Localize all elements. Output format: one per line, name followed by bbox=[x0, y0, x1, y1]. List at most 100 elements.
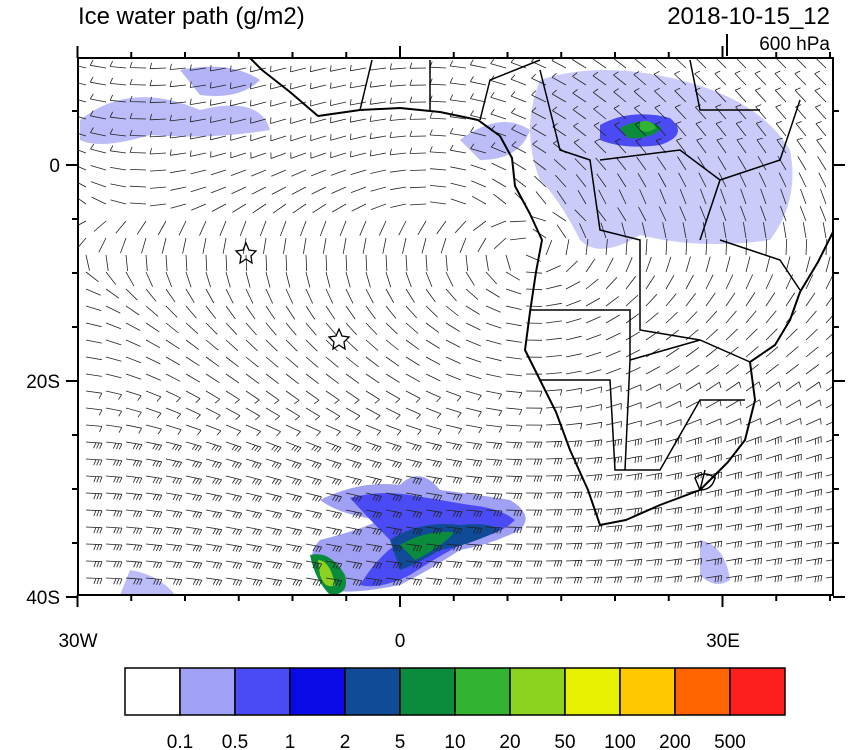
wind-barb bbox=[211, 203, 227, 212]
wind-barb bbox=[470, 164, 487, 171]
wind-barb bbox=[720, 188, 727, 205]
colorbar-label: 1 bbox=[285, 732, 296, 750]
wind-barb bbox=[817, 156, 827, 171]
wind-barb bbox=[450, 198, 467, 205]
wind-barb bbox=[725, 274, 734, 290]
wind-barb bbox=[665, 238, 668, 256]
wind-barb bbox=[725, 364, 740, 375]
wind-barb bbox=[585, 421, 603, 429]
wind-barb bbox=[405, 458, 422, 468]
wind-barb bbox=[105, 390, 122, 400]
wind-barb bbox=[265, 288, 274, 304]
wind-barb bbox=[605, 473, 623, 481]
wind-barb bbox=[169, 80, 187, 88]
wind-barb bbox=[585, 239, 589, 256]
wind-barb bbox=[805, 436, 822, 445]
wind-barb bbox=[169, 149, 187, 156]
wind-barb bbox=[85, 441, 103, 449]
wind-barb bbox=[185, 373, 201, 383]
wind-barb bbox=[385, 424, 402, 436]
wind-barb bbox=[613, 88, 627, 103]
wind-barb bbox=[85, 560, 103, 568]
wind-barb bbox=[429, 129, 447, 137]
wind-barb bbox=[161, 237, 167, 254]
wind-barb bbox=[465, 543, 483, 551]
wind-barb bbox=[598, 189, 607, 205]
wind-barb bbox=[365, 356, 379, 368]
wind-barb bbox=[545, 543, 563, 550]
wind-barb bbox=[325, 271, 331, 288]
lesotho bbox=[694, 473, 716, 491]
wind-barb bbox=[774, 87, 787, 103]
wind-barb bbox=[310, 134, 327, 141]
wind-barb bbox=[639, 189, 647, 205]
wind-barb bbox=[425, 373, 441, 382]
wind-barb bbox=[556, 190, 567, 205]
wind-barb bbox=[794, 70, 807, 86]
wind-barb bbox=[485, 475, 503, 483]
wind-barb bbox=[325, 509, 342, 519]
wind-barb bbox=[325, 305, 336, 320]
wind-barb bbox=[310, 82, 327, 90]
wind-barb bbox=[210, 116, 227, 123]
colorbar-label: 20 bbox=[499, 732, 520, 750]
wind-barb bbox=[85, 305, 102, 311]
wind-barb bbox=[765, 523, 783, 532]
wind-barb bbox=[685, 364, 700, 375]
wind-barb bbox=[385, 254, 388, 272]
wind-barb bbox=[345, 526, 363, 536]
wind-barb bbox=[525, 441, 543, 448]
wind-barb bbox=[525, 526, 543, 533]
lat-label: 20S bbox=[26, 372, 60, 393]
wind-barb bbox=[389, 80, 407, 87]
wind-barb bbox=[665, 365, 680, 375]
wind-barb bbox=[605, 576, 623, 584]
wind-barb bbox=[325, 288, 334, 304]
wind-barb bbox=[585, 439, 603, 447]
wind-barb bbox=[605, 257, 614, 273]
wind-barb bbox=[665, 347, 680, 358]
wind-barb bbox=[125, 492, 143, 501]
wind-barb bbox=[445, 373, 461, 381]
wind-barb bbox=[740, 205, 747, 222]
wind-barb bbox=[585, 351, 602, 358]
wind-barb bbox=[745, 471, 762, 480]
wind-barb bbox=[222, 237, 227, 254]
wind-barb bbox=[505, 390, 523, 399]
wind-barb bbox=[325, 560, 343, 570]
wind-barb bbox=[533, 159, 547, 171]
wind-barb bbox=[505, 509, 523, 517]
wind-barb bbox=[129, 61, 147, 69]
wind-barb bbox=[185, 424, 202, 436]
wind-barb bbox=[209, 82, 227, 89]
wind-barb bbox=[445, 441, 463, 451]
wind-barb bbox=[525, 458, 543, 465]
wind-barb bbox=[85, 492, 103, 500]
wind-barb bbox=[592, 71, 607, 86]
wind-barb bbox=[655, 121, 667, 137]
wind-barb bbox=[785, 574, 803, 583]
wind-barb bbox=[469, 59, 487, 69]
wind-barb bbox=[230, 116, 247, 124]
wind-barb bbox=[695, 104, 707, 120]
wind-barb bbox=[805, 292, 816, 307]
wind-barb bbox=[705, 471, 722, 480]
wind-barb bbox=[165, 390, 181, 403]
wind-barb bbox=[125, 577, 143, 585]
wind-barb bbox=[205, 271, 211, 288]
wind-barb bbox=[369, 81, 387, 88]
wind-barb bbox=[365, 339, 379, 351]
wind-barb bbox=[665, 454, 682, 463]
wind-barb bbox=[585, 456, 603, 464]
wind-barb bbox=[389, 97, 407, 104]
wind-barb bbox=[231, 186, 247, 195]
colorbar-box bbox=[564, 667, 621, 716]
wind-barb bbox=[290, 117, 307, 124]
wind-barb bbox=[556, 224, 567, 239]
wind-barb bbox=[595, 157, 607, 171]
wind-barb bbox=[85, 407, 103, 416]
wind-barb bbox=[305, 305, 316, 320]
wind-barb bbox=[425, 390, 441, 403]
wind-barb bbox=[445, 577, 463, 586]
wind-barb bbox=[365, 475, 382, 486]
